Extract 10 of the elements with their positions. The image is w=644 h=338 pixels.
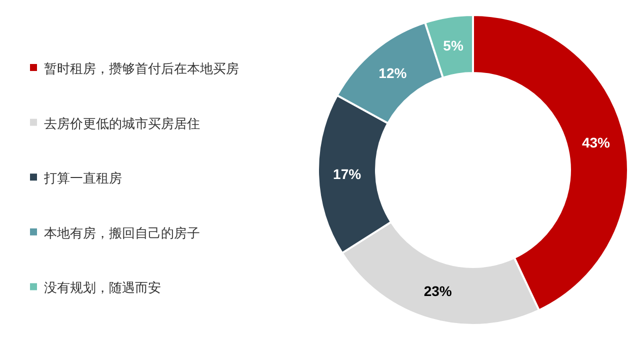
legend-label: 去房价更低的城市买房居住	[44, 116, 200, 131]
data-label: 5%	[443, 38, 464, 54]
data-label: 17%	[333, 166, 362, 182]
legend-label: 没有规划，随遇而安	[44, 280, 161, 296]
data-label: 43%	[582, 134, 611, 151]
data-label: 23%	[424, 282, 452, 299]
legend-label: 本地有房，搬回自己的房子	[44, 225, 200, 240]
legend-label: 暂时租房，攒够首付后在本地买房	[44, 61, 239, 76]
legend-label: 打算一直租房	[43, 170, 122, 186]
data-label: 12%	[378, 64, 408, 81]
